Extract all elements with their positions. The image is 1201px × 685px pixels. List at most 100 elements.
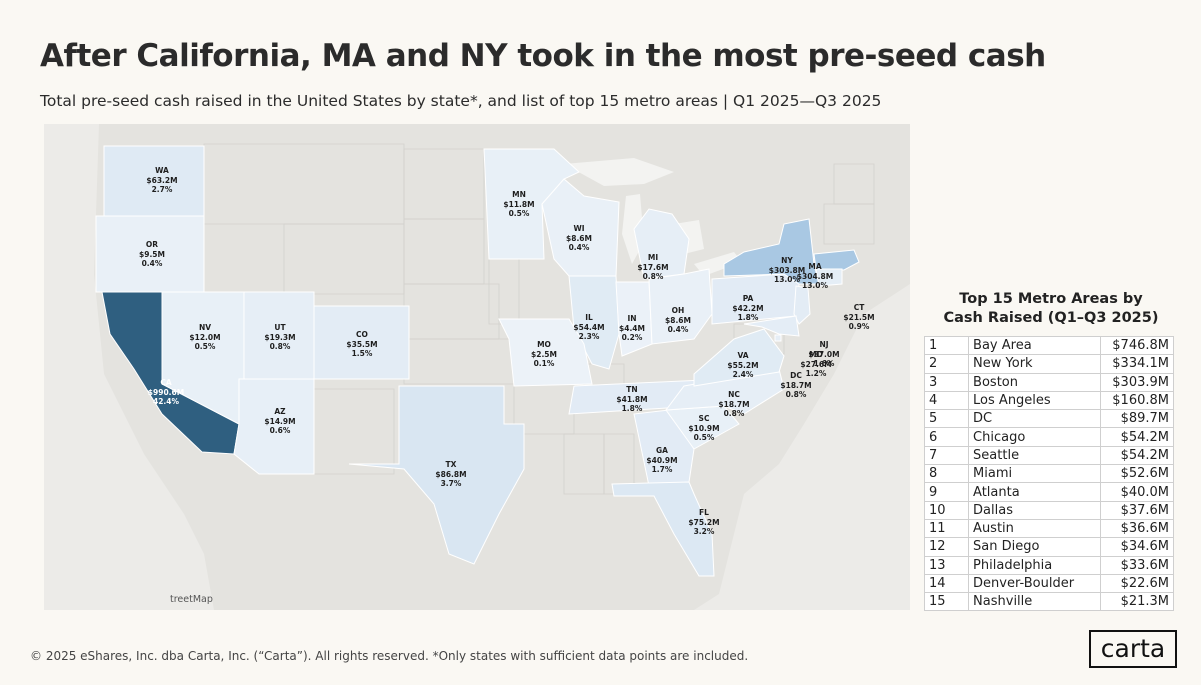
metro-rank-cell: 4 xyxy=(923,390,970,411)
state-pct: 1.8% xyxy=(621,403,643,413)
state-label-IN: IN $4.4M 0.2% xyxy=(619,314,645,343)
state-amount: $304.8M xyxy=(796,271,834,281)
metro-rank-cell: 13 xyxy=(923,555,970,575)
metro-name-cell: Denver-Boulder xyxy=(968,573,1102,594)
state-pct: 0.6% xyxy=(269,425,291,435)
state-label-OR: OR $9.5M 0.4% xyxy=(139,240,165,269)
state-pct: 0.2% xyxy=(621,332,643,342)
metro-value-cell: $36.6M xyxy=(1100,518,1174,539)
state-amount: $11.8M xyxy=(503,199,535,209)
state-MI xyxy=(633,208,690,280)
metro-value-cell: $21.3M xyxy=(1100,592,1174,612)
metro-rank-cell: 10 xyxy=(923,500,970,520)
state-pct: 0.8% xyxy=(723,408,745,418)
state-amount: $63.2M xyxy=(146,175,178,185)
state-amount: $8.6M xyxy=(665,315,691,325)
state-pct: 3.7% xyxy=(440,478,462,488)
state-label-DC: DC $18.7M 0.8% xyxy=(780,371,811,400)
state-pct: 2.4% xyxy=(732,369,754,379)
metro-rank-cell: 2 xyxy=(923,354,970,374)
metro-name-cell: Atlanta xyxy=(968,482,1102,502)
state-amount: $10.9M xyxy=(688,423,720,433)
state-label-MI: MI $17.6M 0.8% xyxy=(637,253,668,282)
map-svg xyxy=(44,124,910,610)
metro-rank-cell: 1 xyxy=(923,335,970,356)
state-abbr: OR xyxy=(145,239,159,249)
state-abbr: NY xyxy=(781,255,793,265)
metro-row: 2 New York $334.1M xyxy=(923,354,1174,374)
state-amount: $4.4M xyxy=(619,323,645,333)
metro-name-cell: San Diego xyxy=(968,537,1102,557)
metro-row: 1 Bay Area $746.8M xyxy=(923,335,1174,356)
state-pct: 0.8% xyxy=(785,389,807,399)
state-pct: 0.4% xyxy=(667,324,689,334)
state-label-MN: MN $11.8M 0.5% xyxy=(503,190,534,219)
state-pct: 0.5% xyxy=(508,208,530,218)
metro-value-cell: $34.6M xyxy=(1100,537,1174,557)
state-abbr: WA xyxy=(155,165,169,175)
state-amount: $35.5M xyxy=(346,339,378,349)
state-VA xyxy=(693,328,785,387)
metro-row: 9 Atlanta $40.0M xyxy=(923,482,1174,502)
metro-rank-cell: 8 xyxy=(923,464,970,484)
state-abbr: TX xyxy=(445,459,457,469)
state-pct: 0.5% xyxy=(194,341,216,351)
state-pct: 0.4% xyxy=(141,258,163,268)
state-abbr: VA xyxy=(737,350,749,360)
state-abbr: MO xyxy=(537,339,551,349)
state-amount: $18.7M xyxy=(780,380,812,390)
state-label-WA: WA $63.2M 2.7% xyxy=(146,166,177,195)
metro-rank-cell: 12 xyxy=(923,537,970,557)
state-amount: $27.6M xyxy=(800,359,832,369)
metro-name-cell: Dallas xyxy=(968,500,1102,520)
state-amount: $54.4M xyxy=(573,322,605,332)
state-WI xyxy=(541,178,620,277)
state-amount: $42.2M xyxy=(732,303,764,313)
state-label-TX: TX $86.8M 3.7% xyxy=(435,460,466,489)
metro-name-cell: Miami xyxy=(968,464,1102,484)
state-amount: $40.9M xyxy=(646,455,678,465)
metro-value-cell: $334.1M xyxy=(1100,354,1174,374)
state-abbr: MI xyxy=(647,252,659,262)
metro-row: 12 San Diego $34.6M xyxy=(923,537,1174,557)
state-abbr: OH xyxy=(671,305,685,315)
metro-value-cell: $89.7M xyxy=(1100,409,1174,429)
state-abbr: AZ xyxy=(274,406,286,416)
state-pct: 0.8% xyxy=(642,271,664,281)
state-label-CA: CA $990.6M 42.4% xyxy=(148,378,184,407)
metro-title-line1: Top 15 Metro Areas by xyxy=(959,291,1143,307)
state-abbr: MN xyxy=(512,189,526,199)
metro-name-cell: Boston xyxy=(968,372,1102,392)
state-label-GA: GA $40.9M 1.7% xyxy=(646,446,677,475)
state-label-NY: NY $303.8M 13.0% xyxy=(769,256,805,285)
state-FL xyxy=(611,481,715,577)
state-label-NC: NC $18.7M 0.8% xyxy=(718,390,749,419)
state-amount: $55.2M xyxy=(727,360,759,370)
state-pct: 1.8% xyxy=(737,312,759,322)
state-amount: $19.3M xyxy=(264,332,296,342)
state-amount: $86.8M xyxy=(435,469,467,479)
state-NJ xyxy=(793,285,811,325)
state-amount: $2.5M xyxy=(531,349,557,359)
state-CO xyxy=(313,305,410,380)
state-pct: 2.3% xyxy=(578,331,600,341)
state-abbr: PA xyxy=(742,293,754,303)
metro-row: 5 DC $89.7M xyxy=(923,409,1174,429)
state-DC xyxy=(774,334,782,342)
metro-value-cell: $303.9M xyxy=(1100,372,1174,392)
metro-row: 11 Austin $36.6M xyxy=(923,518,1174,539)
state-amount: $8.6M xyxy=(566,233,592,243)
state-label-VA: VA $55.2M 2.4% xyxy=(727,351,758,380)
state-pct: 0.1% xyxy=(533,358,555,368)
state-amount: $12.0M xyxy=(189,332,221,342)
carta-logo: carta xyxy=(1089,630,1177,668)
state-abbr: CA xyxy=(160,377,172,387)
state-pct: 0.9% xyxy=(848,321,870,331)
page-title: After California, MA and NY took in the … xyxy=(40,38,1046,74)
state-label-WI: WI $8.6M 0.4% xyxy=(566,224,592,253)
state-GA xyxy=(633,409,695,487)
state-abbr: NC xyxy=(728,389,740,399)
metro-name-cell: Austin xyxy=(968,518,1102,539)
metro-value-cell: $22.6M xyxy=(1100,573,1174,594)
metro-name-cell: Chicago xyxy=(968,427,1102,447)
